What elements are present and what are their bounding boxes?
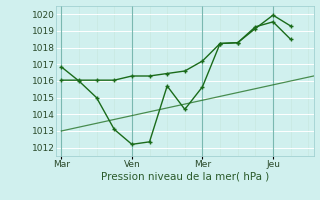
X-axis label: Pression niveau de la mer( hPa ): Pression niveau de la mer( hPa ) <box>101 172 269 182</box>
